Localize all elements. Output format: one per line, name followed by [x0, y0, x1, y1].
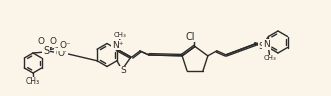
- Text: O: O: [37, 36, 44, 46]
- Text: S: S: [120, 66, 126, 75]
- Text: S: S: [43, 46, 49, 56]
- Text: S: S: [259, 42, 264, 51]
- Text: O⁻: O⁻: [55, 48, 67, 58]
- Text: O: O: [50, 38, 57, 46]
- Text: Cl: Cl: [185, 31, 195, 41]
- Text: CH₃: CH₃: [264, 55, 277, 62]
- Text: N⁺: N⁺: [112, 41, 124, 50]
- Text: CH₃: CH₃: [114, 32, 126, 38]
- Text: CH₃: CH₃: [26, 77, 40, 86]
- Text: O⁻: O⁻: [59, 41, 71, 50]
- Text: O: O: [58, 48, 65, 58]
- Text: N: N: [263, 40, 270, 49]
